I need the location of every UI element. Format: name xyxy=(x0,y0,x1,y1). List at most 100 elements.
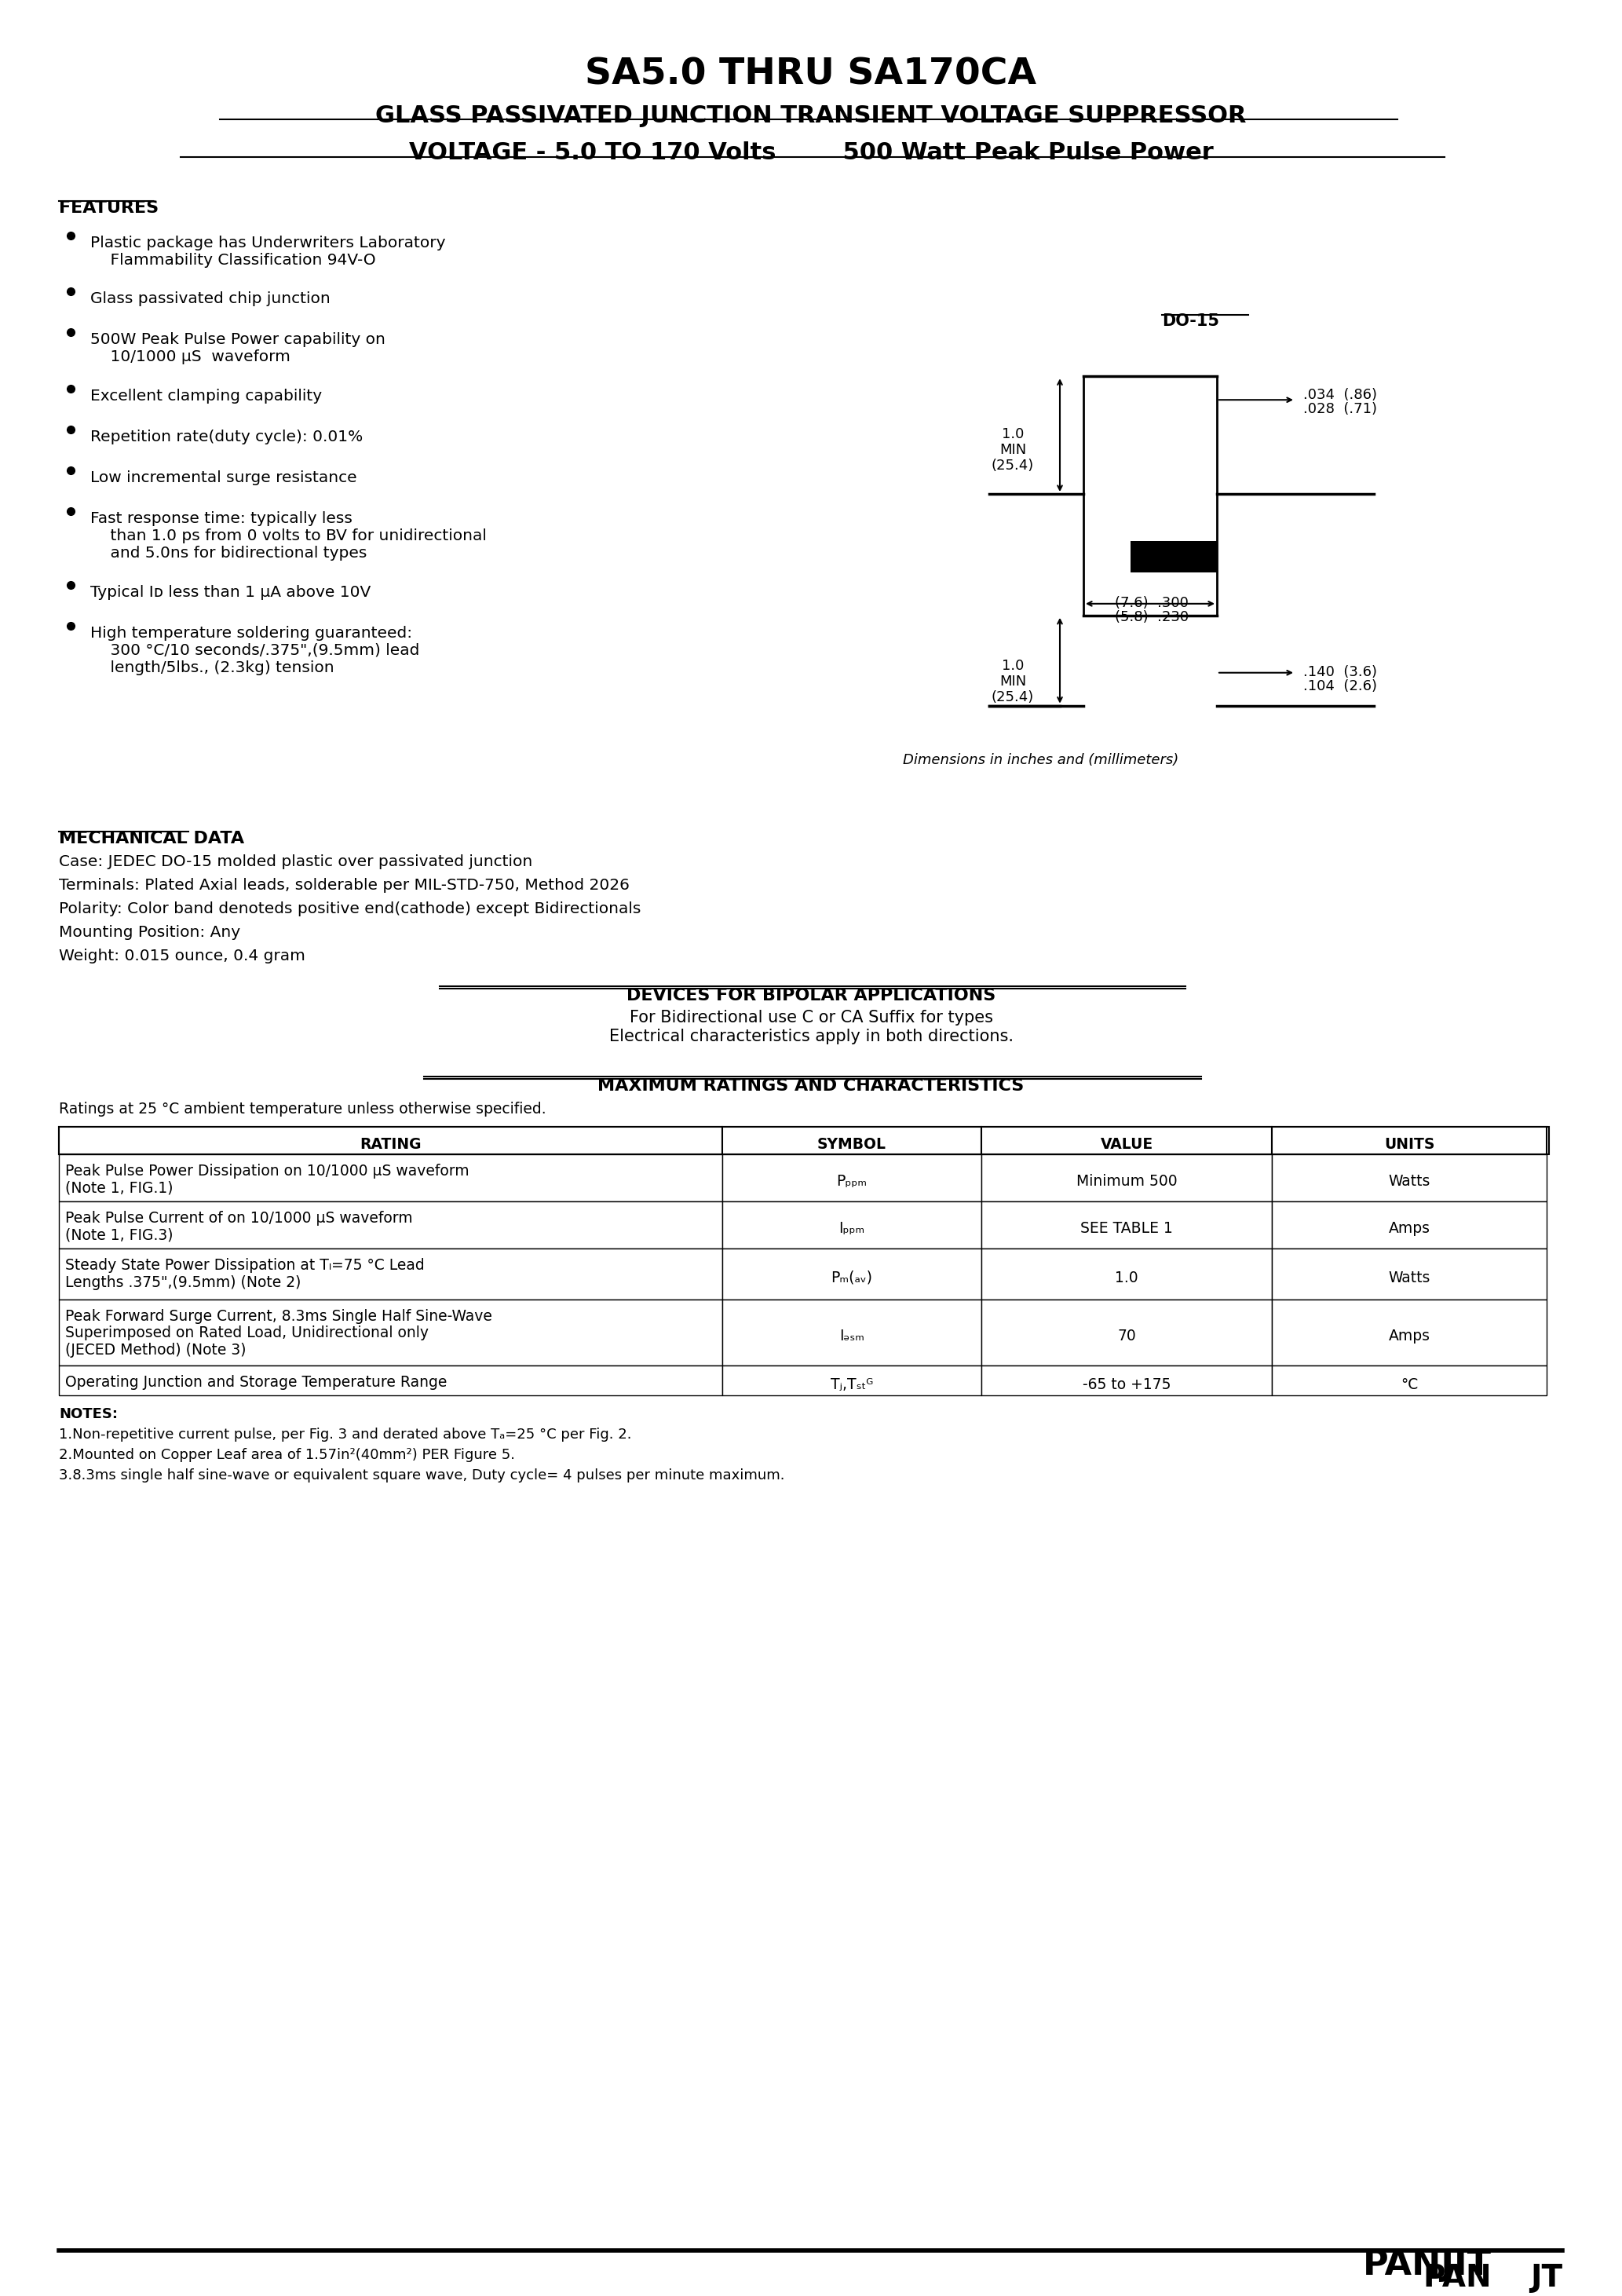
Text: (25.4): (25.4) xyxy=(991,691,1035,705)
Bar xyxy=(1272,1300,1547,1366)
Text: Repetition rate(duty cycle): 0.01%: Repetition rate(duty cycle): 0.01% xyxy=(91,429,363,445)
Text: SEE TABLE 1: SEE TABLE 1 xyxy=(1080,1221,1173,1235)
Text: (25.4): (25.4) xyxy=(991,459,1035,473)
Text: 10/1000 µS  waveform: 10/1000 µS waveform xyxy=(91,349,290,365)
Text: 1.0: 1.0 xyxy=(1002,659,1023,673)
Text: 3.8.3ms single half sine-wave or equivalent square wave, Duty cycle= 4 pulses pe: 3.8.3ms single half sine-wave or equival… xyxy=(58,1469,785,1483)
Bar xyxy=(981,1366,1272,1396)
Text: Fast response time: typically less: Fast response time: typically less xyxy=(91,512,352,526)
Text: Amps: Amps xyxy=(1388,1329,1431,1343)
Text: VOLTAGE - 5.0 TO 170 Volts        500 Watt Peak Pulse Power: VOLTAGE - 5.0 TO 170 Volts 500 Watt Peak… xyxy=(409,142,1213,165)
Text: SA5.0 THRU SA170CA: SA5.0 THRU SA170CA xyxy=(586,57,1036,92)
Text: (7.6)  .300: (7.6) .300 xyxy=(1114,597,1189,611)
Text: 500W Peak Pulse Power capability on: 500W Peak Pulse Power capability on xyxy=(91,333,386,347)
Text: Ratings at 25 °C ambient temperature unless otherwise specified.: Ratings at 25 °C ambient temperature unl… xyxy=(58,1102,547,1116)
Bar xyxy=(58,1300,722,1366)
Bar xyxy=(1272,1249,1547,1300)
Text: Lengths .375",(9.5mm) (Note 2): Lengths .375",(9.5mm) (Note 2) xyxy=(65,1274,302,1290)
Bar xyxy=(722,1155,981,1201)
Text: GLASS PASSIVATED JUNCTION TRANSIENT VOLTAGE SUPPRESSOR: GLASS PASSIVATED JUNCTION TRANSIENT VOLT… xyxy=(375,106,1247,126)
Text: Minimum 500: Minimum 500 xyxy=(1075,1173,1178,1189)
Text: (JECED Method) (Note 3): (JECED Method) (Note 3) xyxy=(65,1343,247,1357)
Text: 2.Mounted on Copper Leaf area of 1.57in²(40mm²) PER Figure 5.: 2.Mounted on Copper Leaf area of 1.57in²… xyxy=(58,1449,516,1463)
Text: than 1.0 ps from 0 volts to BV for unidirectional: than 1.0 ps from 0 volts to BV for unidi… xyxy=(91,528,487,544)
Text: MAXIMUM RATINGS AND CHARACTERISTICS: MAXIMUM RATINGS AND CHARACTERISTICS xyxy=(599,1079,1023,1093)
Text: For Bidirectional use C or CA Suffix for types: For Bidirectional use C or CA Suffix for… xyxy=(629,1010,993,1026)
Text: length/5lbs., (2.3kg) tension: length/5lbs., (2.3kg) tension xyxy=(91,661,334,675)
Text: Amps: Amps xyxy=(1388,1221,1431,1235)
Bar xyxy=(722,1127,981,1155)
Text: Plastic package has Underwriters Laboratory: Plastic package has Underwriters Laborat… xyxy=(91,234,446,250)
Bar xyxy=(981,1300,1272,1366)
Text: MIN: MIN xyxy=(999,675,1027,689)
Bar xyxy=(722,1249,981,1300)
Text: JΤ: JΤ xyxy=(1530,2264,1562,2294)
Text: Dimensions in inches and (millimeters): Dimensions in inches and (millimeters) xyxy=(903,753,1179,767)
Bar xyxy=(1083,377,1216,615)
Text: VALUE: VALUE xyxy=(1100,1137,1153,1153)
Text: Operating Junction and Storage Temperature Range: Operating Junction and Storage Temperatu… xyxy=(65,1375,448,1389)
Text: FEATURES: FEATURES xyxy=(58,200,159,216)
Bar xyxy=(1272,1366,1547,1396)
Text: High temperature soldering guaranteed:: High temperature soldering guaranteed: xyxy=(91,627,412,641)
Text: 1.0: 1.0 xyxy=(1114,1270,1139,1286)
Text: PAN: PAN xyxy=(1422,2264,1492,2294)
Text: .140  (3.6): .140 (3.6) xyxy=(1302,666,1377,680)
Text: Pₚₚₘ: Pₚₚₘ xyxy=(837,1173,868,1189)
Text: .104  (2.6): .104 (2.6) xyxy=(1302,680,1377,693)
Text: Typical Iᴅ less than 1 µA above 10V: Typical Iᴅ less than 1 µA above 10V xyxy=(91,585,371,599)
Text: UNITS: UNITS xyxy=(1384,1137,1434,1153)
Bar xyxy=(1272,1155,1547,1201)
Text: Peak Pulse Power Dissipation on 10/1000 µS waveform: Peak Pulse Power Dissipation on 10/1000 … xyxy=(65,1164,469,1178)
Text: Watts: Watts xyxy=(1388,1270,1431,1286)
Text: 300 °C/10 seconds/.375",(9.5mm) lead: 300 °C/10 seconds/.375",(9.5mm) lead xyxy=(91,643,420,659)
Text: 1.Non-repetitive current pulse, per Fig. 3 and derated above Tₐ=25 °C per Fig. 2: 1.Non-repetitive current pulse, per Fig.… xyxy=(58,1428,631,1442)
Text: Low incremental surge resistance: Low incremental surge resistance xyxy=(91,471,357,484)
Text: MIN: MIN xyxy=(999,443,1027,457)
Text: MECHANICAL DATA: MECHANICAL DATA xyxy=(58,831,245,847)
Text: Pₘ(ₐᵥ): Pₘ(ₐᵥ) xyxy=(830,1270,873,1286)
Text: .034  (.86): .034 (.86) xyxy=(1302,388,1377,402)
Bar xyxy=(722,1300,981,1366)
Bar xyxy=(722,1201,981,1249)
Bar xyxy=(981,1127,1272,1155)
Text: Superimposed on Rated Load, Unidirectional only: Superimposed on Rated Load, Unidirection… xyxy=(65,1325,428,1341)
Text: -65 to +175: -65 to +175 xyxy=(1082,1378,1171,1391)
Text: Case: JEDEC DO-15 molded plastic over passivated junction: Case: JEDEC DO-15 molded plastic over pa… xyxy=(58,854,532,870)
Text: NOTES:: NOTES: xyxy=(58,1407,118,1421)
Bar xyxy=(58,1249,722,1300)
Text: Polarity: Color band denoteds positive end(cathode) except Bidirectionals: Polarity: Color band denoteds positive e… xyxy=(58,902,641,916)
Text: 70: 70 xyxy=(1118,1329,1135,1343)
Text: Flammability Classification 94V-O: Flammability Classification 94V-O xyxy=(91,253,376,266)
Bar xyxy=(981,1201,1272,1249)
Text: Iₚₚₘ: Iₚₚₘ xyxy=(839,1221,865,1235)
Bar xyxy=(1272,1201,1547,1249)
Text: 1.0: 1.0 xyxy=(1002,427,1023,441)
Text: RATING: RATING xyxy=(360,1137,422,1153)
Text: (Note 1, FIG.1): (Note 1, FIG.1) xyxy=(65,1180,174,1196)
Bar xyxy=(58,1366,722,1396)
Text: PANJIT: PANJIT xyxy=(1362,2248,1492,2282)
Bar xyxy=(58,1155,722,1201)
Bar xyxy=(981,1155,1272,1201)
Bar xyxy=(1272,1127,1547,1155)
Text: Glass passivated chip junction: Glass passivated chip junction xyxy=(91,292,331,308)
Text: .028  (.71): .028 (.71) xyxy=(1302,402,1377,416)
Text: (5.8)  .230: (5.8) .230 xyxy=(1114,611,1189,625)
Bar xyxy=(981,1249,1272,1300)
Text: DO-15: DO-15 xyxy=(1161,315,1220,328)
Bar xyxy=(58,1127,1549,1155)
Text: °C: °C xyxy=(1400,1378,1418,1391)
Text: DEVICES FOR BIPOLAR APPLICATIONS: DEVICES FOR BIPOLAR APPLICATIONS xyxy=(626,987,996,1003)
Text: Excellent clamping capability: Excellent clamping capability xyxy=(91,388,323,404)
Text: (Note 1, FIG.3): (Note 1, FIG.3) xyxy=(65,1228,174,1242)
Bar xyxy=(722,1366,981,1396)
Text: Electrical characteristics apply in both directions.: Electrical characteristics apply in both… xyxy=(608,1029,1014,1045)
Text: Peak Forward Surge Current, 8.3ms Single Half Sine-Wave: Peak Forward Surge Current, 8.3ms Single… xyxy=(65,1309,491,1322)
Bar xyxy=(58,1201,722,1249)
Text: Terminals: Plated Axial leads, solderable per MIL-STD-750, Method 2026: Terminals: Plated Axial leads, solderabl… xyxy=(58,877,629,893)
Text: and 5.0ns for bidirectional types: and 5.0ns for bidirectional types xyxy=(91,546,367,560)
Bar xyxy=(58,1127,722,1155)
Bar xyxy=(1131,542,1216,572)
Text: Weight: 0.015 ounce, 0.4 gram: Weight: 0.015 ounce, 0.4 gram xyxy=(58,948,305,964)
